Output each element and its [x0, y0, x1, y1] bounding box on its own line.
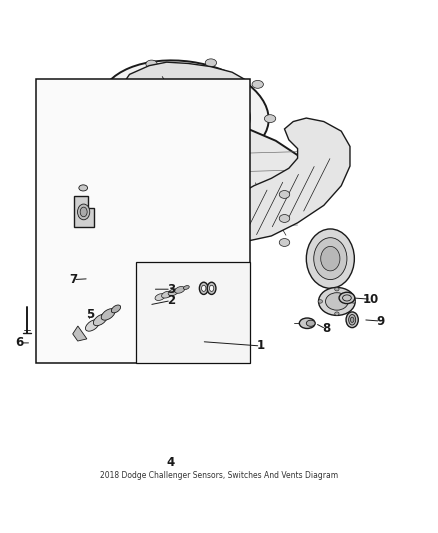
Text: 10: 10: [363, 293, 379, 306]
Ellipse shape: [70, 147, 80, 155]
Ellipse shape: [279, 239, 290, 246]
Ellipse shape: [140, 85, 228, 138]
Ellipse shape: [101, 309, 115, 320]
Ellipse shape: [265, 115, 276, 123]
Ellipse shape: [99, 60, 268, 163]
Ellipse shape: [306, 320, 315, 326]
Ellipse shape: [79, 185, 88, 191]
Ellipse shape: [201, 285, 206, 292]
Polygon shape: [73, 326, 87, 341]
Text: 2: 2: [167, 294, 175, 307]
Ellipse shape: [118, 71, 250, 151]
Ellipse shape: [321, 246, 340, 271]
Ellipse shape: [70, 175, 80, 183]
Ellipse shape: [146, 60, 157, 68]
Polygon shape: [74, 196, 94, 227]
Ellipse shape: [78, 204, 90, 220]
Ellipse shape: [306, 229, 354, 288]
Ellipse shape: [162, 292, 172, 298]
Ellipse shape: [80, 207, 87, 217]
Ellipse shape: [318, 300, 322, 303]
Ellipse shape: [181, 159, 193, 167]
Polygon shape: [122, 62, 247, 92]
Ellipse shape: [209, 285, 214, 292]
Polygon shape: [57, 115, 306, 249]
Ellipse shape: [184, 286, 189, 289]
Bar: [136, 262, 250, 364]
Ellipse shape: [335, 312, 339, 316]
Text: 4: 4: [167, 456, 175, 469]
Ellipse shape: [279, 215, 290, 222]
Bar: [36, 79, 250, 364]
Ellipse shape: [237, 146, 248, 154]
Ellipse shape: [339, 292, 355, 304]
Ellipse shape: [67, 175, 87, 205]
Ellipse shape: [252, 80, 263, 88]
Ellipse shape: [70, 210, 80, 218]
Ellipse shape: [102, 84, 113, 91]
Ellipse shape: [125, 148, 136, 156]
Ellipse shape: [85, 320, 99, 331]
Ellipse shape: [93, 118, 105, 126]
Ellipse shape: [325, 293, 348, 310]
Polygon shape: [103, 272, 119, 282]
Text: 6: 6: [15, 336, 24, 350]
Ellipse shape: [318, 287, 355, 316]
Text: 8: 8: [322, 322, 330, 335]
Ellipse shape: [299, 318, 315, 328]
Text: 2018 Dodge Challenger Sensors, Switches And Vents Diagram: 2018 Dodge Challenger Sensors, Switches …: [100, 471, 338, 480]
Ellipse shape: [205, 59, 216, 67]
Ellipse shape: [105, 275, 110, 280]
Ellipse shape: [93, 314, 107, 326]
Polygon shape: [219, 118, 350, 243]
Ellipse shape: [349, 314, 356, 325]
Polygon shape: [57, 159, 97, 221]
Ellipse shape: [335, 287, 339, 291]
Text: 3: 3: [167, 282, 175, 296]
Ellipse shape: [207, 282, 216, 294]
Text: 5: 5: [86, 308, 94, 321]
Polygon shape: [66, 114, 263, 187]
Ellipse shape: [175, 287, 185, 293]
Ellipse shape: [279, 190, 290, 198]
Text: 9: 9: [376, 314, 385, 328]
Ellipse shape: [199, 282, 208, 294]
Ellipse shape: [350, 317, 354, 322]
Ellipse shape: [314, 238, 347, 280]
Ellipse shape: [351, 300, 356, 303]
Ellipse shape: [168, 289, 178, 296]
Text: 1: 1: [256, 340, 265, 352]
Ellipse shape: [111, 305, 120, 313]
Ellipse shape: [346, 312, 358, 328]
Text: 7: 7: [69, 273, 77, 286]
Ellipse shape: [155, 294, 165, 301]
